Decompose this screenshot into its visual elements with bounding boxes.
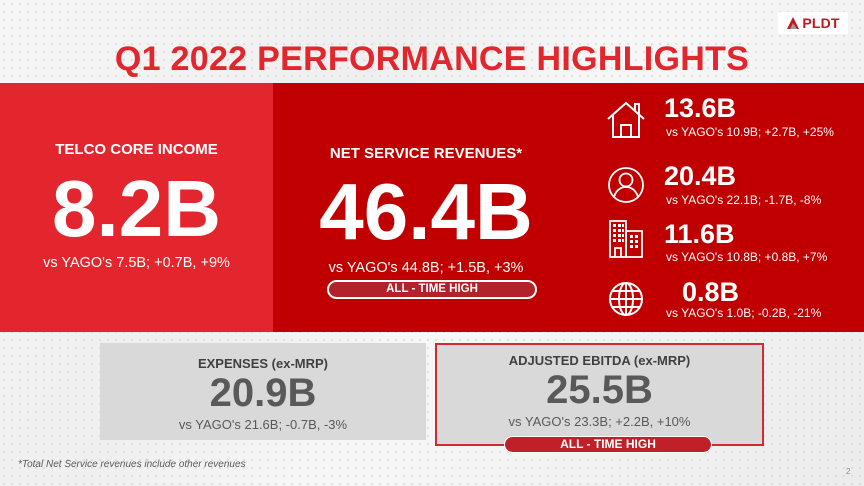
expenses-label: EXPENSES (ex-MRP): [197, 356, 329, 371]
segment-individual-value: 20.4B: [664, 161, 737, 191]
footnote: *Total Net Service revenues include othe…: [18, 459, 246, 470]
telco-core-income-label: TELCO CORE INCOME: [55, 141, 218, 158]
segment-home: 13.6B vs YAGO's 10.9B; +2.7B, +25%: [600, 95, 864, 145]
segment-individual: 20.4B vs YAGO's 22.1B; -1.7B, -8%: [600, 163, 864, 213]
segment-enterprise: 11.6B vs YAGO's 10.8B; +0.8B, +7%: [600, 219, 864, 271]
all-time-high-badge: ALL - TIME HIGH: [327, 280, 537, 299]
globe-icon: [609, 282, 643, 316]
telco-core-income-panel: TELCO CORE INCOME 8.2B vs YAGO's 7.5B; +…: [0, 83, 273, 332]
page-number: 2: [846, 467, 851, 476]
adjusted-ebitda-value: 25.5B: [546, 368, 653, 412]
adjusted-ebitda-card: ADJUSTED EBITDA (ex-MRP) 25.5B vs YAGO's…: [435, 343, 764, 446]
segment-individual-comparison: vs YAGO's 22.1B; -1.7B, -8%: [666, 193, 822, 207]
building-icon: [609, 220, 643, 258]
segment-enterprise-value: 11.6B: [664, 219, 735, 249]
expenses-card: EXPENSES (ex-MRP) 20.9B vs YAGO's 21.6B;…: [100, 343, 426, 440]
expenses-comparison: vs YAGO's 21.6B; -0.7B, -3%: [178, 417, 348, 432]
telco-core-income-comparison: vs YAGO's 7.5B; +0.7B, +9%: [43, 255, 230, 271]
page-title: Q1 2022 PERFORMANCE HIGHLIGHTS: [114, 40, 750, 78]
segment-home-comparison: vs YAGO's 10.9B; +2.7B, +25%: [666, 125, 834, 139]
adjusted-ebitda-comparison: vs YAGO's 23.3B; +2.2B, +10%: [508, 414, 691, 429]
all-time-high-badge: ALL - TIME HIGH: [504, 436, 712, 453]
pldt-logo-mark-icon: [787, 17, 800, 29]
person-icon: [608, 167, 644, 203]
telco-core-income-value: 8.2B: [52, 164, 221, 253]
net-service-revenues-value: 46.4B: [319, 167, 533, 256]
logo-text: PLDT: [802, 15, 840, 31]
segment-enterprise-comparison: vs YAGO's 10.8B; +0.8B, +7%: [666, 250, 828, 264]
expenses-value: 20.9B: [209, 371, 317, 415]
pldt-logo: PLDT: [778, 12, 848, 34]
segment-home-value: 13.6B: [664, 93, 737, 123]
net-service-revenues-label: NET SERVICE REVENUES*: [329, 145, 523, 162]
segment-international: 0.8B vs YAGO's 1.0B; -0.2B, -21%: [600, 279, 864, 329]
segment-international-comparison: vs YAGO's 1.0B; -0.2B, -21%: [666, 306, 822, 320]
adjusted-ebitda-label: ADJUSTED EBITDA (ex-MRP): [508, 353, 691, 368]
net-service-revenues-comparison: vs YAGO's 44.8B; +1.5B, +3%: [328, 260, 524, 276]
segment-international-value: 0.8B: [682, 277, 740, 307]
house-icon: [607, 101, 645, 138]
net-service-revenues-panel: NET SERVICE REVENUES* 46.4B vs YAGO's 44…: [273, 83, 864, 332]
